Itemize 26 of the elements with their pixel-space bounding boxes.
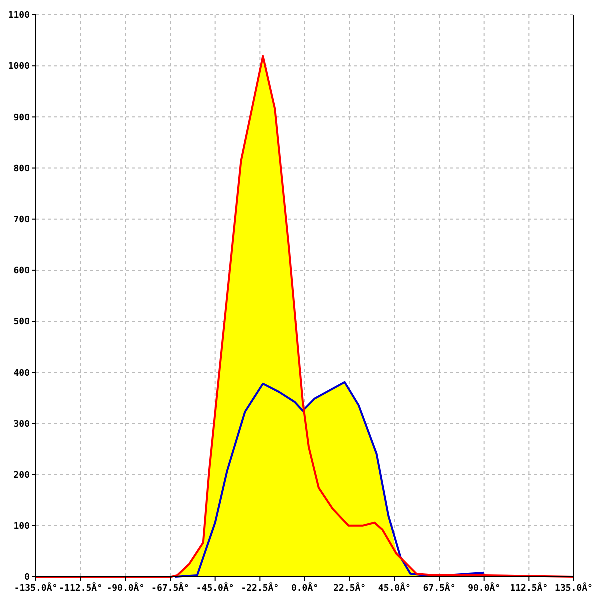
x-tick-label: 90.0Â° <box>468 582 501 594</box>
x-tick-label: -22.5Â° <box>241 582 280 594</box>
x-tick-label: -112.5Â° <box>59 582 103 594</box>
line-series <box>174 381 486 578</box>
y-tick-label: 1100 <box>8 11 30 22</box>
y-tick-label: 500 <box>14 318 30 328</box>
y-tick-label: 700 <box>14 216 30 226</box>
x-tick-label: -135.0Â° <box>14 582 58 594</box>
x-tick-label: 22.5Â° <box>334 582 366 594</box>
x-tick-label: 0.0Â° <box>291 582 319 594</box>
y-tick-label: 800 <box>14 164 30 174</box>
y-tick-label: 100 <box>14 522 30 532</box>
x-tick-label: -67.5Â° <box>152 582 190 594</box>
y-tick-label: 0 <box>24 573 30 584</box>
x-tick-label: 135.0Â° <box>555 582 593 594</box>
y-tick-label: 900 <box>14 113 30 124</box>
y-tick-label: 600 <box>14 266 30 277</box>
y-tick-label: 200 <box>14 470 30 481</box>
y-tick-label: 300 <box>14 420 30 430</box>
x-tick-label: 67.5Â° <box>423 582 456 594</box>
x-tick-label: 45.0Â° <box>378 582 411 594</box>
y-tick-label: 1000 <box>8 62 30 72</box>
x-tick-label: 112.5Â° <box>510 582 548 594</box>
y-tick-label: 400 <box>14 368 30 379</box>
x-tick-label: -90.0Â° <box>106 582 145 594</box>
x-tick-label: -45.0Â° <box>196 582 234 594</box>
